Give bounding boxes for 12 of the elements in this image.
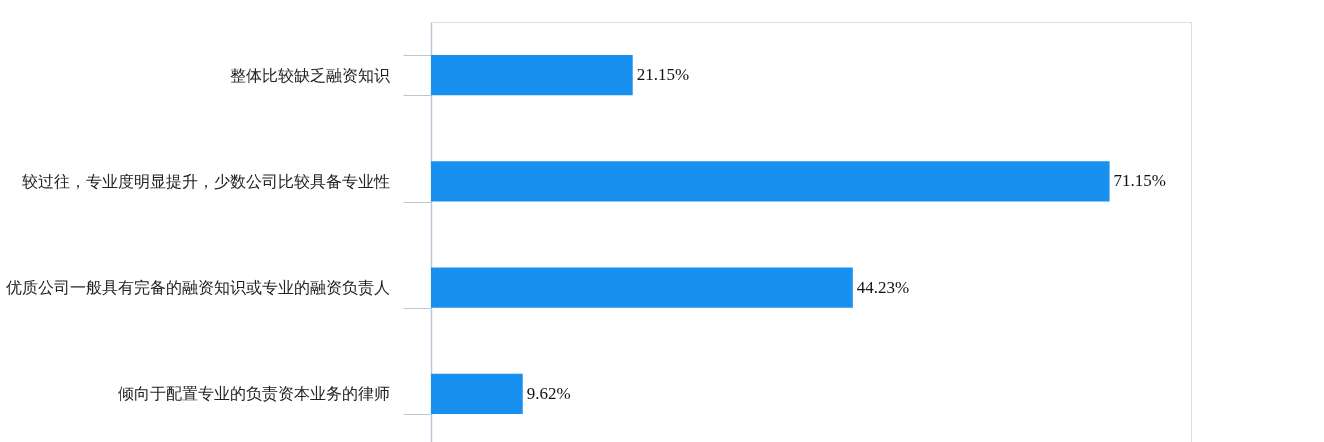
data-label: 21.15%	[636, 65, 690, 85]
y-tick-label: 优质公司一般具有完备的融资知识或专业的融资负责人	[5, 278, 390, 298]
y-tick-label: 倾向于配置专业的负责资本业务的律师	[117, 384, 390, 404]
data-label: 9.62%	[526, 383, 571, 403]
data-label: 71.15%	[1113, 171, 1166, 191]
bar	[431, 161, 1110, 202]
y-tick-label: 整体比较缺乏融资知识	[229, 65, 390, 85]
bar	[431, 54, 633, 96]
bar	[431, 267, 853, 308]
y-tick-label: 较过往，专业度明显提升，少数公司比较具备专业性	[21, 171, 390, 191]
data-label: 44.23%	[856, 277, 910, 297]
bar	[431, 373, 523, 415]
